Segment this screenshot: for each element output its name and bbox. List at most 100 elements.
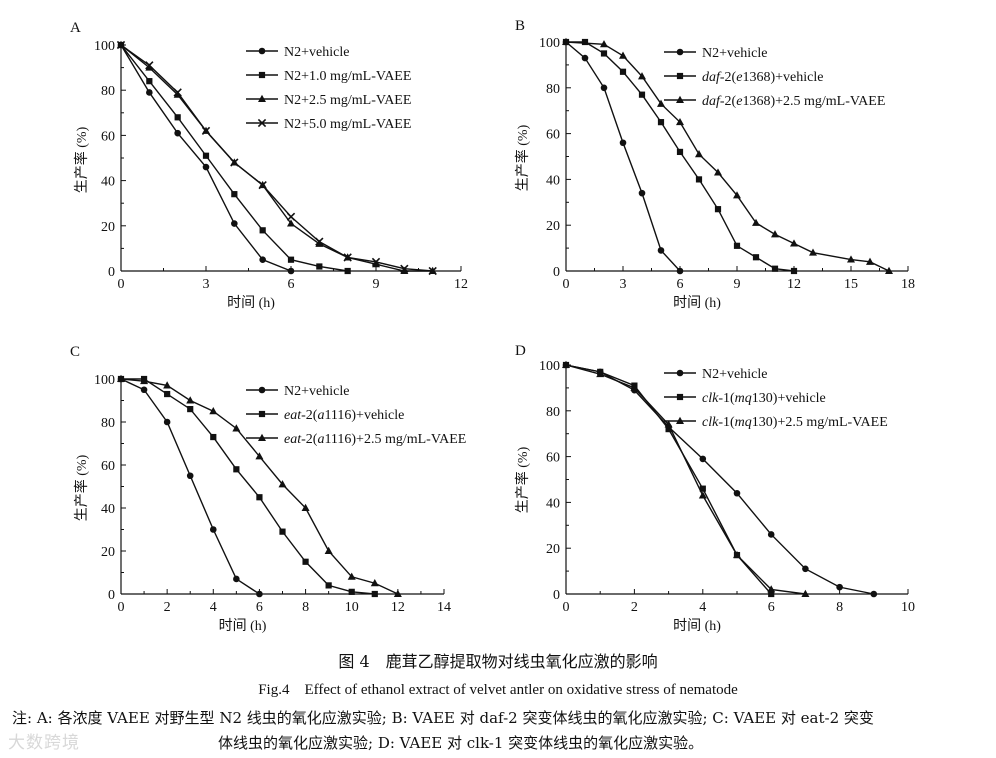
data-point [146,78,153,85]
data-point-shape [581,54,589,62]
data-point [771,265,779,272]
legend-marker [258,71,266,79]
legend-label: daf-2(e1368)+vehicle [702,70,823,85]
data-point-shape [733,550,741,559]
data-point-shape [209,407,218,415]
data-point-shape [301,503,310,511]
data-point-shape [232,424,241,432]
series-line [565,41,890,272]
data-point [164,390,171,398]
legend-marker-shape [676,416,684,424]
data-point-shape [596,369,605,378]
data-point-shape [347,572,356,580]
data-point-shape [695,176,703,183]
data-point [209,407,218,415]
data-point [630,383,639,391]
figure-note: 注: A: 各浓度 VAEE 对野生型 N2 线虫的氧化应激实验; B: VAE… [12,706,990,756]
legend-entry-4: N2+5.0 mg/mL-VAEE [246,117,411,132]
data-point [885,266,893,274]
y-tick-label: 80 [546,82,560,97]
data-point-shape [174,129,181,137]
data-point-stroke-b [145,61,154,70]
data-point-shape [233,575,240,583]
data-point [146,89,153,96]
x-tick-label: 18 [901,277,915,292]
data-point-shape [870,590,878,598]
data-point-stroke-b [116,40,126,50]
data-point [315,239,324,247]
legend-marker [676,95,684,103]
data-point [771,230,779,238]
legend-marker-shape [676,48,684,56]
data-point [562,37,570,45]
figure-caption-english: Fig.4 Effect of ethanol extract of velve… [258,682,738,698]
y-tick-label: 100 [539,359,560,374]
data-point [665,426,672,433]
data-point [279,528,286,535]
figure-note-line-2: 体线虫的氧化应激实验; D: VAEE 对 clk-1 突变体线虫的氧化应激实验… [218,734,704,752]
data-point [324,546,333,554]
data-point [802,565,809,573]
data-point-shape [600,40,608,48]
data-point [286,212,296,221]
data-point-shape [344,267,351,275]
data-point-shape [255,452,264,460]
panel-a: A 0 3 6 9 12 0 20 40 60 80 100 时间 (h) 生产率 (%) N2+vehic… [70,20,468,311]
data-point [232,424,241,432]
y-tick-label: 80 [101,416,115,431]
data-point-shape [302,558,309,565]
y-axis-label: 生产率 (%) [73,126,90,193]
data-point [676,148,684,156]
series-3 [562,37,893,274]
x-tick-label: 12 [454,277,468,292]
x-tick-label: 8 [836,600,843,615]
data-point-shape [146,78,153,85]
data-point-shape [117,374,125,382]
data-point-shape [400,266,409,274]
data-point-shape [771,265,779,272]
data-point-shape [733,191,741,199]
data-point-shape [287,219,295,227]
legend-marker-stroke-b [257,118,267,128]
y-tick-label: 60 [101,129,115,144]
data-point [370,579,379,587]
data-point-stroke-b [400,264,409,273]
data-point-shape [767,531,775,538]
legend-label: eat-2(a1116)+vehicle [284,408,404,423]
data-point-shape [581,38,589,46]
data-point [287,219,295,227]
y-tick-label: 20 [101,545,115,560]
x-tick-label: 8 [302,600,309,615]
legend-marker-shape [676,369,684,377]
data-point [695,150,703,158]
y-tick-label: 100 [539,36,560,51]
data-point-shape [315,239,324,247]
data-point [733,489,741,497]
x-tick-label: 2 [164,600,171,615]
data-point [695,176,703,183]
data-point-shape [325,582,332,589]
data-point [400,266,409,274]
legend-marker [258,47,266,55]
legend-marker-shape [258,94,266,102]
data-point [259,227,266,234]
legend-marker [258,386,266,394]
data-point-shape [562,360,570,368]
data-point [790,239,798,247]
data-point [315,237,324,246]
legend-marker [258,94,266,102]
legend-label: N2+vehicle [702,367,767,382]
data-point [801,589,810,597]
data-point [316,263,323,270]
data-point [302,558,309,565]
data-point-shape [231,191,238,198]
data-point [174,129,181,137]
legend-marker-shape [258,410,266,418]
panel-label: B [515,18,525,34]
data-point [847,255,855,263]
data-point-shape [372,260,380,268]
data-point [325,582,332,589]
data-point-shape [174,114,181,121]
data-point-shape [714,168,722,176]
data-point [600,84,608,92]
